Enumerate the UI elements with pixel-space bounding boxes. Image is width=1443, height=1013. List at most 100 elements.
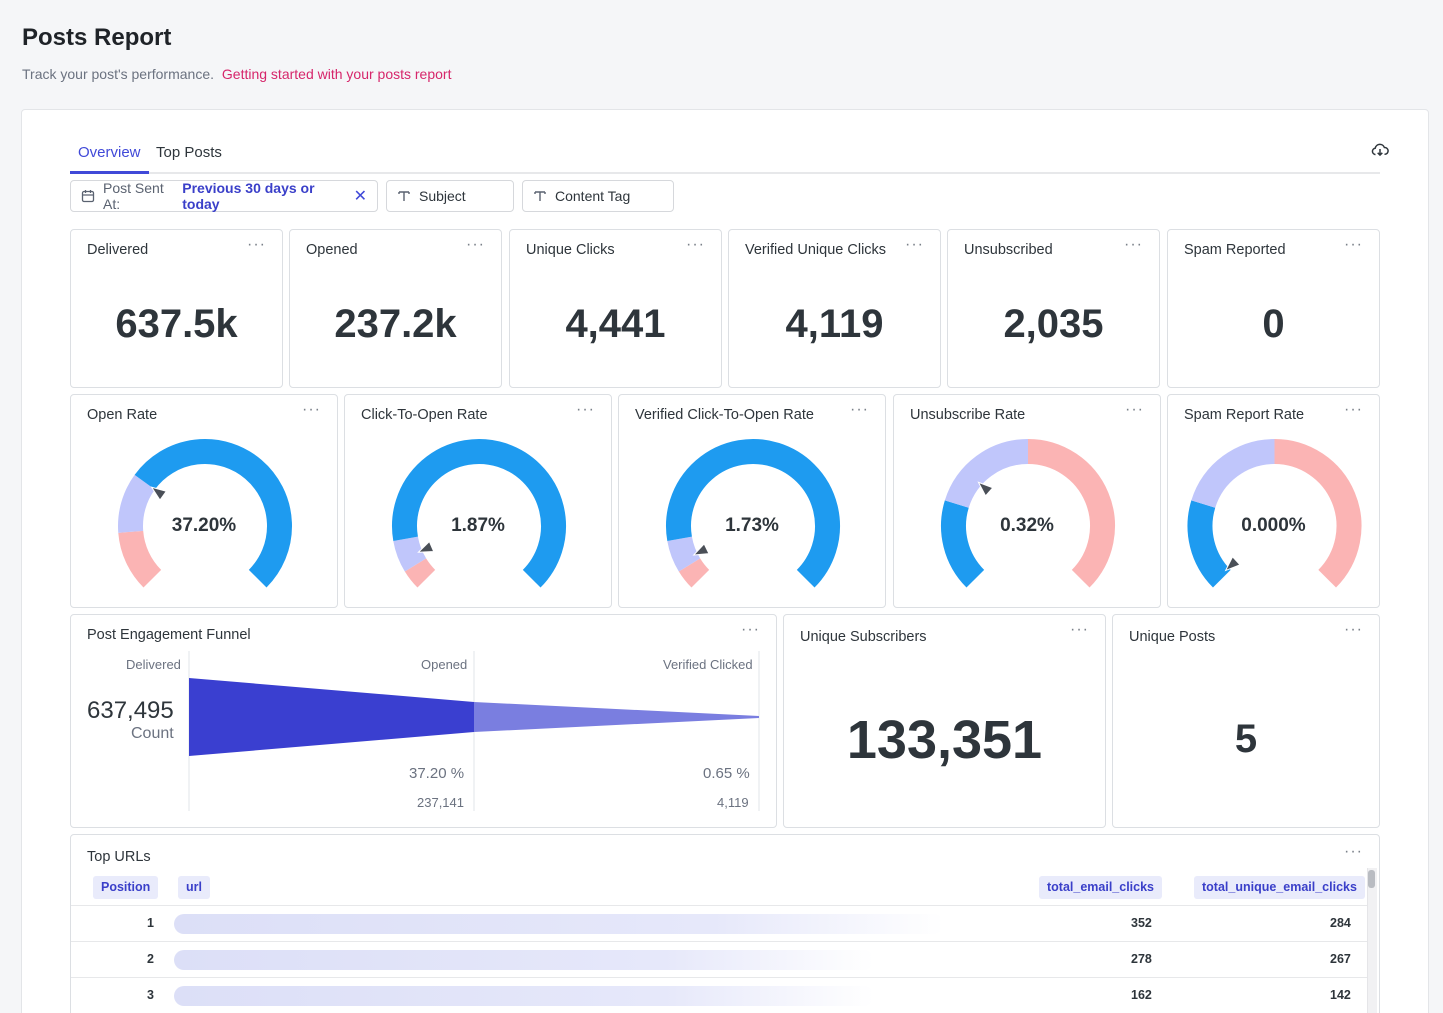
unique-subscribers-card: Unique Subscribers ··· 133,351 bbox=[783, 614, 1106, 828]
close-icon[interactable]: ✕ bbox=[353, 188, 367, 205]
redacted-url bbox=[174, 914, 944, 934]
gauge-band bbox=[134, 439, 292, 588]
stat-card-unsubscribed: Unsubscribed ··· 2,035 bbox=[947, 229, 1160, 388]
content-tag-filter[interactable]: Content Tag bbox=[522, 180, 674, 212]
funnel-opened-count: 237,141 bbox=[417, 795, 464, 810]
column-header-url[interactable]: url bbox=[178, 876, 210, 899]
more-icon[interactable]: ··· bbox=[1125, 401, 1144, 418]
funnel-clicked-count: 4,119 bbox=[717, 795, 749, 810]
table-scrollbar[interactable] bbox=[1367, 868, 1377, 1013]
gauge-band bbox=[1187, 500, 1231, 588]
more-icon[interactable]: ··· bbox=[1344, 401, 1363, 418]
gauge-title: Open Rate bbox=[87, 407, 158, 423]
column-header-total-unique-email-clicks[interactable]: total_unique_email_clicks bbox=[1194, 876, 1365, 899]
more-icon[interactable]: ··· bbox=[1344, 843, 1363, 860]
subject-filter[interactable]: Subject bbox=[386, 180, 514, 212]
gauge-needle bbox=[150, 486, 168, 501]
gauge-title: Click-To-Open Rate bbox=[361, 407, 488, 423]
funnel-stage-delivered: Delivered bbox=[126, 657, 181, 672]
stat-value: 4,119 bbox=[785, 302, 884, 346]
gauge-band bbox=[667, 536, 701, 572]
getting-started-link[interactable]: Getting started with your posts report bbox=[221, 66, 452, 82]
row-unique-clicks: 142 bbox=[1330, 988, 1351, 1002]
more-icon[interactable]: ··· bbox=[1070, 621, 1089, 638]
tab-bar: Overview Top Posts bbox=[70, 142, 1380, 174]
gauge-card-unsubscribe-rate: Unsubscribe Rate ··· 0.32% bbox=[893, 394, 1161, 608]
stat-value: 0 bbox=[1262, 302, 1285, 346]
unique-subscribers-title: Unique Subscribers bbox=[800, 629, 927, 645]
gauge-value: 37.20% bbox=[171, 515, 237, 536]
gauge-title: Unsubscribe Rate bbox=[910, 407, 1026, 423]
unsubscribe-rate-gauge bbox=[941, 439, 1115, 588]
funnel-segment-opened-clicked bbox=[474, 702, 759, 732]
gauge-band bbox=[944, 439, 1029, 509]
gauge-band bbox=[666, 439, 840, 588]
gauge-value: 1.87% bbox=[451, 515, 505, 536]
gauge-band bbox=[678, 558, 710, 588]
unique-subscribers-value: 133,351 bbox=[846, 710, 1043, 770]
funnel-stage-opened: Opened bbox=[421, 657, 468, 672]
column-header-position[interactable]: Position bbox=[93, 876, 159, 899]
spam-report-rate-gauge bbox=[1187, 439, 1362, 588]
gauge-band bbox=[118, 530, 162, 588]
more-icon[interactable]: ··· bbox=[1344, 621, 1363, 638]
unique-posts-title: Unique Posts bbox=[1129, 629, 1216, 645]
click-to-open-rate-gauge bbox=[392, 439, 566, 588]
subtitle-text: Track your post's performance. bbox=[22, 66, 215, 82]
funnel-count-label: Count bbox=[131, 725, 174, 742]
more-icon[interactable]: ··· bbox=[1344, 236, 1363, 253]
gauge-needle bbox=[417, 540, 435, 553]
date-filter-value: Previous 30 days or today bbox=[182, 180, 315, 212]
content-tag-filter-label: Content Tag bbox=[555, 188, 631, 204]
gauge-card-verified-click-to-open-rate: Verified Click-To-Open Rate ··· 1.73% bbox=[618, 394, 886, 608]
text-type-icon bbox=[533, 189, 547, 203]
more-icon[interactable]: ··· bbox=[1124, 236, 1143, 253]
row-unique-clicks: 284 bbox=[1330, 916, 1351, 930]
stat-card-delivered: Delivered ··· 637.5k bbox=[70, 229, 283, 388]
row-clicks: 352 bbox=[1131, 916, 1152, 930]
more-icon[interactable]: ··· bbox=[576, 401, 595, 418]
open-rate-gauge bbox=[118, 439, 292, 588]
calendar-icon bbox=[81, 189, 95, 203]
gauge-value: 1.73% bbox=[725, 515, 779, 536]
more-icon[interactable]: ··· bbox=[302, 401, 321, 418]
more-icon[interactable]: ··· bbox=[850, 401, 869, 418]
gauge-needle bbox=[977, 481, 994, 497]
stat-card-opened: Opened ··· 237.2k bbox=[289, 229, 502, 388]
redacted-url bbox=[174, 986, 874, 1006]
gauge-card-click-to-open-rate: Click-To-Open Rate ··· 1.87% bbox=[344, 394, 612, 608]
page-title: Posts Report bbox=[22, 24, 172, 51]
gauge-band bbox=[118, 474, 156, 533]
stat-title: Unsubscribed bbox=[964, 242, 1053, 258]
tab-overview[interactable]: Overview bbox=[70, 144, 149, 174]
funnel-opened-percent: 37.20 % bbox=[409, 765, 465, 782]
gauge-band bbox=[1274, 439, 1362, 588]
date-filter-label: Post Sent At: bbox=[103, 180, 164, 212]
more-icon[interactable]: ··· bbox=[247, 236, 266, 253]
stat-card-verified-unique-clicks: Verified Unique Clicks ··· 4,119 bbox=[728, 229, 941, 388]
row-divider bbox=[71, 977, 1367, 978]
top-urls-title: Top URLs bbox=[87, 849, 151, 865]
stat-value: 4,441 bbox=[565, 302, 666, 346]
stat-card-unique-clicks: Unique Clicks ··· 4,441 bbox=[509, 229, 722, 388]
more-icon[interactable]: ··· bbox=[741, 621, 760, 638]
column-header-total-email-clicks[interactable]: total_email_clicks bbox=[1039, 876, 1163, 899]
gauge-value: 0.000% bbox=[1241, 515, 1306, 536]
gauge-band bbox=[404, 558, 436, 588]
unique-posts-value: 5 bbox=[1234, 717, 1258, 761]
more-icon[interactable]: ··· bbox=[686, 236, 705, 253]
more-icon[interactable]: ··· bbox=[466, 236, 485, 253]
cloud-download-icon[interactable] bbox=[1371, 141, 1389, 159]
gauge-band bbox=[393, 536, 427, 572]
funnel-chart bbox=[188, 651, 760, 811]
stat-title: Delivered bbox=[87, 242, 149, 258]
date-filter[interactable]: Post Sent At: Previous 30 days or today … bbox=[70, 180, 378, 212]
text-type-icon bbox=[397, 189, 411, 203]
gauge-needle bbox=[1224, 555, 1241, 572]
redacted-url bbox=[174, 950, 874, 970]
row-clicks: 162 bbox=[1131, 988, 1152, 1002]
more-icon[interactable]: ··· bbox=[905, 236, 924, 253]
row-position: 3 bbox=[147, 988, 154, 1002]
table-scrollbar-thumb[interactable] bbox=[1368, 870, 1375, 888]
tab-top-posts[interactable]: Top Posts bbox=[156, 144, 222, 161]
